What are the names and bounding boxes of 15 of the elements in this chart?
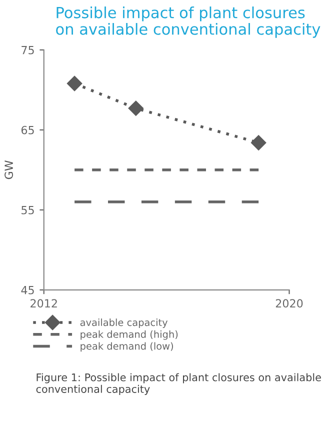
y-tick-label: 65 (21, 126, 34, 134)
x-tick-label: 2012 (30, 299, 57, 308)
legend-label: available capacity (80, 318, 168, 328)
legend-label: peak demand (low) (80, 342, 173, 352)
y-tick-label: 55 (22, 206, 34, 214)
point (66, 76, 82, 92)
point (128, 100, 144, 116)
x-tick-label: 2020 (276, 299, 303, 308)
y-axis-title: GW (4, 160, 13, 180)
y-tick-label: 45 (21, 286, 34, 294)
chart-title: Possible impact of plant closures on available conventional capacity (56, 6, 320, 38)
legend-label: peak demand (high) (80, 330, 178, 340)
point (251, 135, 266, 150)
y-tick-label: 75 (22, 46, 34, 54)
caption: Figure 1: Possible impact of plant closures on available conventional capacity (36, 373, 321, 395)
